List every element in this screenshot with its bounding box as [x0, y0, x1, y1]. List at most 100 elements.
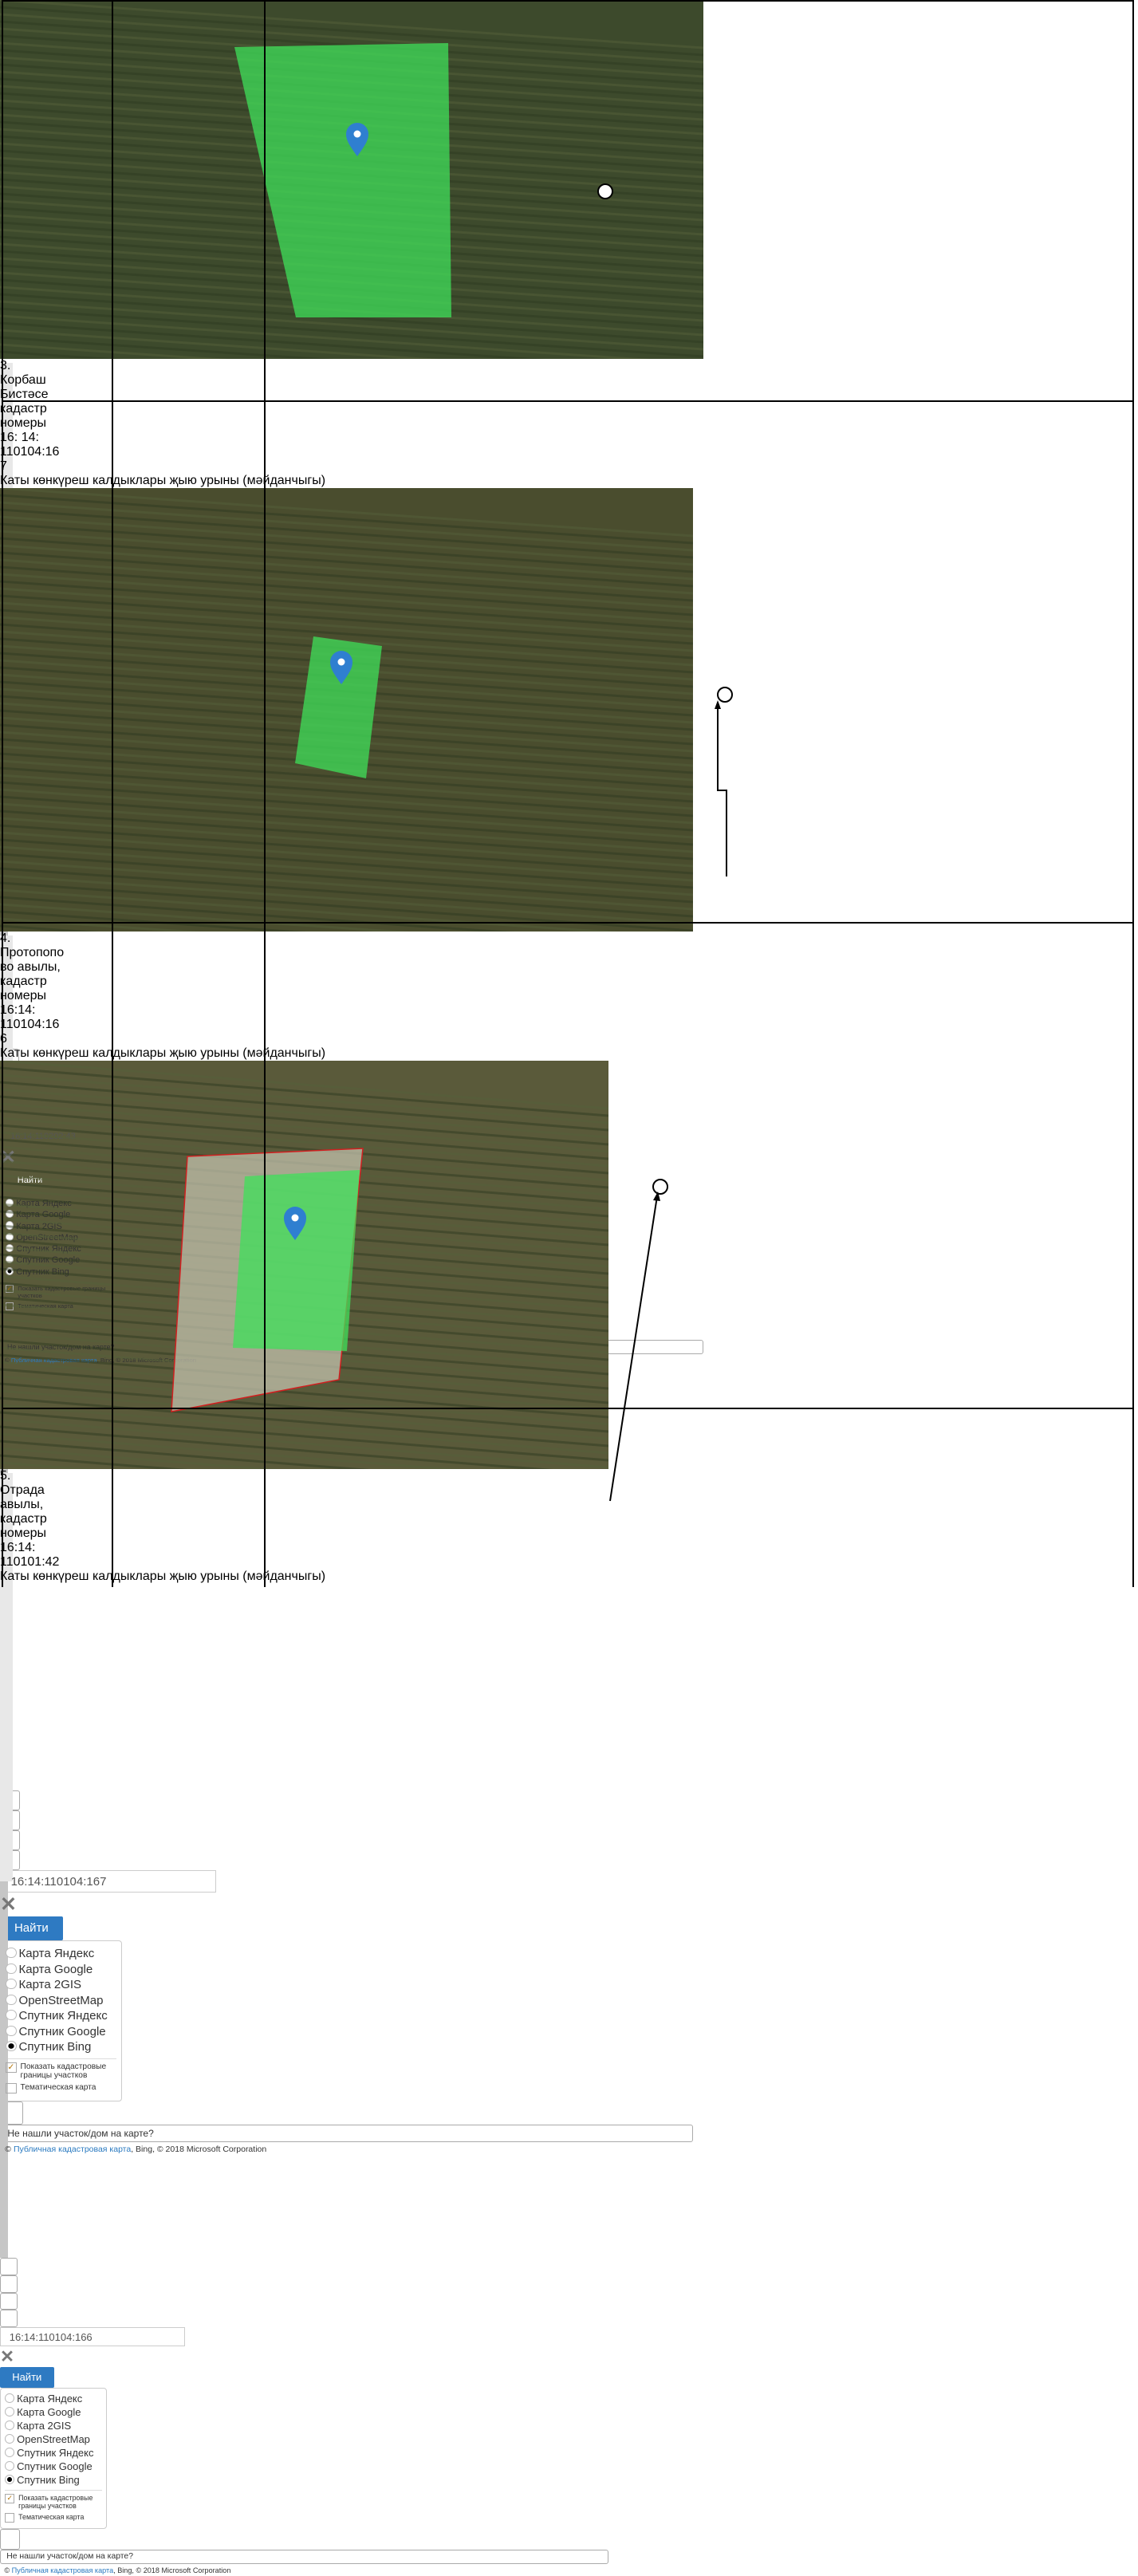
clear-button: ✕	[0, 1893, 18, 1916]
field-row	[0, 544, 694, 595]
field-row	[0, 845, 694, 896]
name-line: кадастр	[0, 402, 47, 416]
layer-option[interactable]: Спутник Bing	[6, 2039, 116, 2055]
layer-option[interactable]: Карта 2GIS	[6, 1977, 116, 1993]
field-row	[0, 580, 694, 631]
attribution-link[interactable]: Публичная кадастровая карта	[13, 2145, 132, 2155]
radio	[5, 2460, 15, 2471]
location-name: Протопопо во авылы, кадастр номеры 16:14: 110…	[0, 946, 1138, 1046]
layer-option[interactable]: Карта Яндекс	[6, 1946, 116, 1962]
caption: Каты көнкүреш калдыклары җыю урыны (мәйд…	[0, 474, 326, 487]
name-line: 16: 14:	[0, 431, 39, 444]
radio	[6, 1948, 17, 1959]
field-row	[0, 1109, 609, 1160]
attribution-link[interactable]: Публичная кадастровая карта	[11, 2566, 114, 2574]
radio	[6, 1979, 17, 1990]
option[interactable]: Тематическая карта	[6, 2082, 116, 2094]
field-row	[0, 795, 694, 846]
field-row	[0, 307, 704, 358]
field-row	[0, 587, 694, 638]
layer-option[interactable]: Спутник Google	[5, 2460, 101, 2474]
not-found-button[interactable]: Не нашли участок/дом на карте?	[0, 2124, 693, 2143]
field-row	[0, 609, 694, 660]
table-border	[2, 0, 3, 1587]
search-input[interactable]: 16:14:110104:166	[0, 2327, 186, 2346]
layer-option[interactable]: Карта Google	[5, 2406, 101, 2420]
field-row	[0, 13, 704, 64]
field-row	[0, 1389, 609, 1440]
field-row	[0, 537, 694, 588]
field-row	[0, 314, 704, 365]
field-row	[0, 752, 694, 803]
checkbox	[5, 2513, 15, 2523]
layer-option[interactable]: Спутник Google	[6, 2024, 116, 2040]
layer-name: OpenStreetMap	[17, 2432, 90, 2445]
field-row	[0, 508, 694, 559]
map-marker	[284, 1207, 306, 1240]
layer-option[interactable]: OpenStreetMap	[6, 1993, 116, 2009]
find-button[interactable]: Найти	[0, 2366, 54, 2388]
layer-option[interactable]: Карта Google	[6, 1962, 116, 1978]
option[interactable]: Тематическая карта	[5, 2513, 101, 2523]
search-input[interactable]: 16:14:110104:167	[0, 1870, 216, 1893]
radio	[6, 1210, 14, 1219]
option-label: Тематическая карта	[18, 2513, 85, 2522]
option[interactable]: ✓Показать кадастровые границы участков	[5, 2494, 101, 2510]
field-row	[0, 774, 694, 825]
field-row	[0, 860, 694, 911]
caption: Каты көнкүреш калдыклары җыю урыны (мәйд…	[0, 1046, 326, 1060]
table-border	[2, 922, 1134, 924]
map-imagery	[0, 0, 704, 401]
field-row	[0, 530, 694, 581]
field-row	[0, 1396, 609, 1448]
layer-option[interactable]: Спутник Яндекс	[6, 2008, 116, 2024]
not-found-label: Не нашли участок/дом на карте?	[7, 1343, 115, 1352]
field-row	[0, 759, 694, 810]
name-line: Корбаш	[0, 373, 46, 387]
table-border	[1132, 0, 1134, 1587]
legend-button[interactable]	[0, 2529, 21, 2550]
not-found-button[interactable]: Не нашли участок/дом на карте?	[0, 2549, 608, 2565]
option[interactable]: ✓Показать кадастровые границы участков	[6, 2062, 116, 2080]
name-line: во авылы,	[0, 960, 61, 974]
print-button[interactable]	[0, 2310, 18, 2328]
layer-option[interactable]: Спутник Яндекс	[5, 2447, 101, 2460]
layer-name: Карта Яндекс	[17, 2393, 83, 2405]
name-line: номеры	[0, 416, 47, 430]
field-row	[0, 1124, 609, 1175]
field-row	[0, 1081, 609, 1132]
not-found-label: Не нашли участок/дом на карте?	[6, 2552, 133, 2562]
option-label: Тематическая карта	[18, 1302, 73, 1310]
table-border	[2, 0, 1134, 2]
clear-button: ✕	[0, 2346, 15, 2366]
attribution-prefix: ©	[4, 2566, 10, 2574]
fullscreen-button[interactable]	[0, 2292, 18, 2310]
field-row	[0, 1411, 609, 1462]
table-border	[112, 0, 113, 1587]
radio	[5, 2447, 15, 2457]
divider	[5, 2490, 102, 2491]
layer-option[interactable]: Спутник Bing	[5, 2474, 101, 2487]
field-row	[0, 888, 694, 939]
parcel	[234, 43, 451, 317]
cadastral-border	[171, 1148, 364, 1412]
field-row	[0, 1102, 609, 1153]
layer-name: Спутник Яндекс	[18, 2009, 108, 2023]
name-line: 16:14:	[0, 1541, 36, 1554]
field-row	[0, 1066, 609, 1117]
find-button[interactable]: Найти	[0, 1916, 63, 1941]
map-marker	[330, 651, 352, 684]
field-row	[0, 594, 694, 645]
zoom-in-button[interactable]	[0, 2258, 18, 2275]
zoom-out-button[interactable]	[0, 2275, 18, 2293]
field-row	[0, 788, 694, 839]
layer-name: Карта 2GIS	[17, 2419, 72, 2432]
search-text: 16:14:110104:167	[10, 1875, 107, 1889]
layer-name: Спутник Bing	[18, 2040, 92, 2054]
layer-option[interactable]: Карта Яндекс	[5, 2393, 101, 2406]
field-row	[0, 853, 694, 904]
layer-option[interactable]: Карта 2GIS	[5, 2420, 101, 2433]
layer-option[interactable]: OpenStreetMap	[5, 2433, 101, 2447]
